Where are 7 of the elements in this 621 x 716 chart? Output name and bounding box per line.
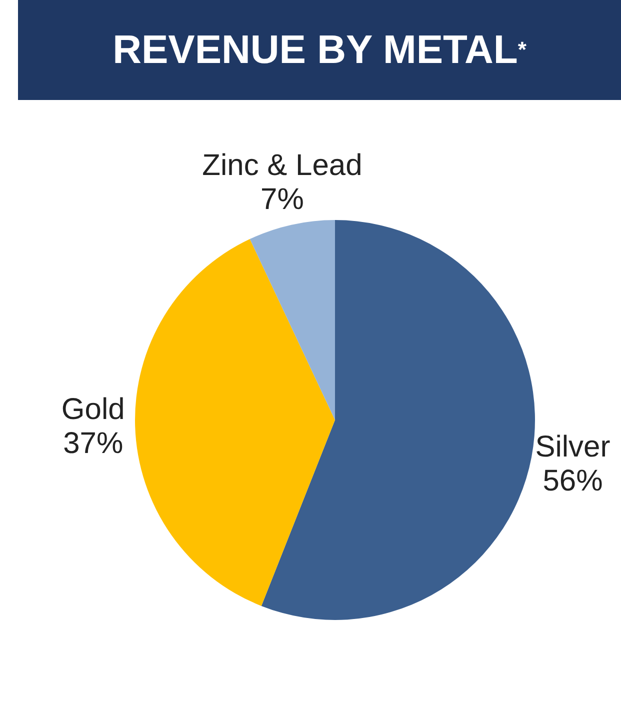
- data-label: 7%: [260, 183, 304, 216]
- chart-title: REVENUE BY METAL$^{*}$: [18, 0, 621, 100]
- slice-label: Zinc & Lead: [202, 149, 362, 182]
- data-label: 56%: [542, 464, 603, 498]
- slice-label: Silver: [535, 430, 610, 464]
- data-label: 37%: [63, 426, 124, 460]
- slice-label: Gold: [61, 392, 125, 426]
